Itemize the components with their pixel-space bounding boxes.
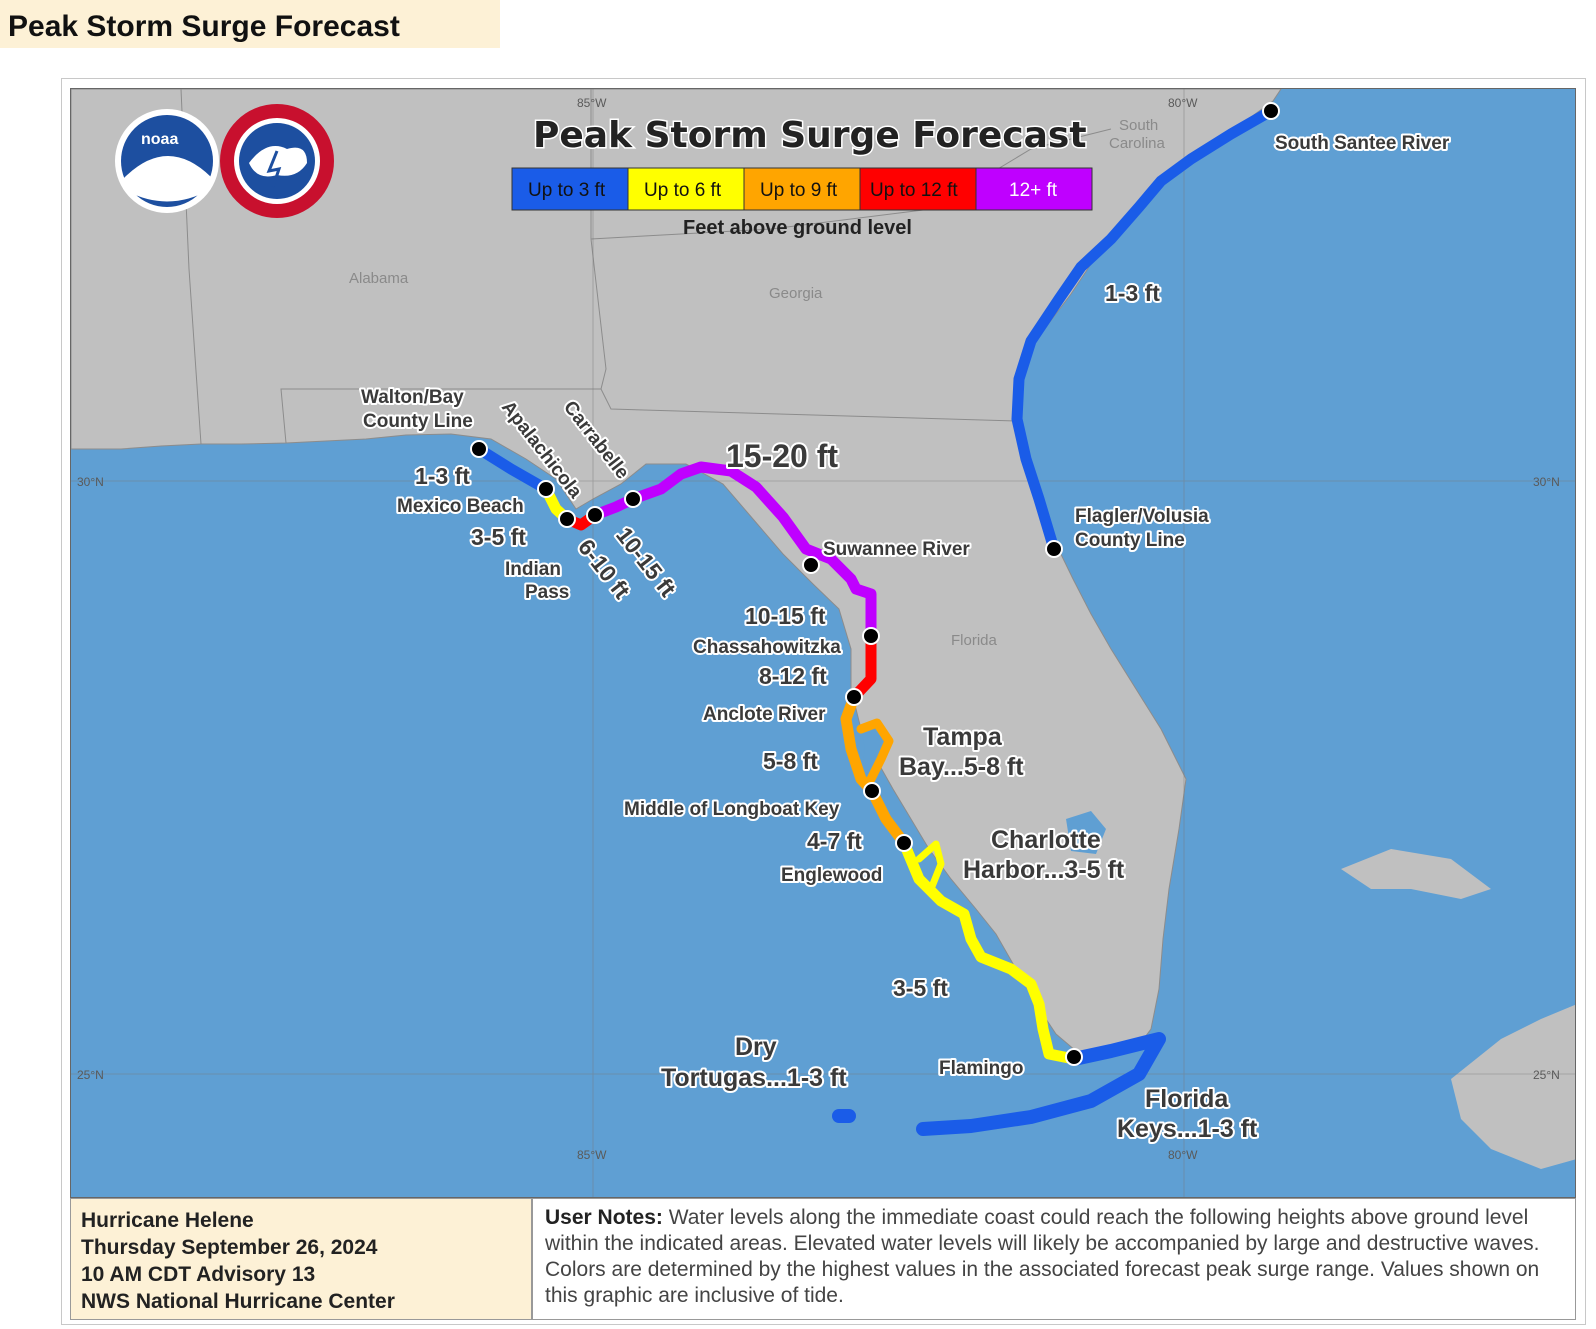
label-mexico-beach: Mexico Beach	[397, 496, 524, 517]
surge-east-coast-1-3ft	[1011, 105, 1277, 555]
page-header: Peak Storm Surge Forecast	[0, 0, 500, 48]
surge-label-east-coast: 1-3 ft	[1105, 280, 1160, 306]
grid-label-85w-top: 85°W	[577, 96, 607, 110]
point-apalachicola	[586, 506, 604, 524]
legend: Up to 3 ft Up to 6 ft Up to 9 ft Up to 1…	[511, 167, 1093, 239]
area-tortugas-2: Tortugas...1-3 ft	[661, 1064, 847, 1092]
advisory-date: Thursday September 26, 2024	[81, 1236, 378, 1259]
label-chassahowitzka: Chassahowitzka	[693, 637, 841, 658]
user-notes: User Notes: Water levels along the immed…	[532, 1198, 1576, 1320]
surge-label-mexico-indian: 3-5 ft	[471, 524, 526, 550]
point-mexico-beach	[537, 480, 555, 498]
label-flagler-2: County Line	[1075, 530, 1185, 551]
surge-tampa-bay	[856, 718, 894, 784]
label-flamingo: Flamingo	[939, 1058, 1023, 1079]
legend-cell-3	[859, 167, 977, 211]
surge-charlotte-harbor	[915, 840, 945, 893]
legend-cell-1	[627, 167, 745, 211]
state-label-south-carolina-1: South	[1119, 117, 1158, 134]
label-longboat: Middle of Longboat Key	[624, 799, 840, 820]
storm-info-box: Hurricane Helene Thursday September 26, …	[70, 1198, 532, 1320]
advisory-number: 10 AM CDT Advisory 13	[81, 1263, 316, 1286]
national-weather-service-logo	[220, 104, 334, 218]
point-flamingo	[1065, 1048, 1083, 1066]
state-label-south-carolina-2: Carolina	[1109, 135, 1166, 152]
grid-label-85w-bottom: 85°W	[577, 1148, 607, 1162]
point-indian-pass	[558, 510, 576, 528]
legend-label-4: 12+ ft	[1009, 180, 1058, 201]
label-walton-2: County Line	[363, 411, 473, 432]
legend-label-1: Up to 6 ft	[644, 180, 722, 201]
grid-label-80w-bottom: 80°W	[1168, 1148, 1198, 1162]
point-flagler	[1045, 540, 1063, 558]
page-heading: Peak Storm Surge Forecast	[8, 10, 400, 43]
point-longboat	[863, 782, 881, 800]
andros-land	[1341, 849, 1491, 899]
point-suwannee	[802, 556, 820, 574]
noaa-logo: noaa	[115, 109, 219, 213]
area-keys-2: Keys...1-3 ft	[1117, 1115, 1258, 1143]
surge-anclote-longboat	[840, 691, 878, 797]
surge-label-englewood-flamingo: 3-5 ft	[893, 975, 948, 1001]
point-chassahowitzka	[862, 627, 880, 645]
user-notes-label: User Notes:	[545, 1206, 663, 1229]
state-borders	[180, 89, 1112, 445]
state-label-georgia: Georgia	[769, 285, 823, 302]
label-suwannee: Suwannee River	[823, 539, 970, 560]
point-south-santee	[1262, 102, 1280, 120]
svg-text:noaa: noaa	[141, 131, 178, 148]
grid-label-25n-right: 25°N	[1533, 1068, 1560, 1082]
legend-cell-0	[511, 167, 629, 211]
area-tampa-2: Bay...5-8 ft	[899, 753, 1024, 781]
grid-label-30n-left: 30°N	[77, 475, 104, 489]
storm-name: Hurricane Helene	[81, 1209, 254, 1232]
surge-englewood-flamingo	[898, 837, 1080, 1065]
surge-longboat-englewood	[866, 785, 910, 849]
label-walton-1: Walton/Bay	[361, 387, 464, 408]
state-label-alabama: Alabama	[349, 270, 409, 287]
label-englewood: Englewood	[781, 865, 882, 886]
lake-okeechobee	[1066, 811, 1106, 854]
area-keys-1: Florida	[1145, 1085, 1229, 1113]
surge-label-anclote-longboat: 5-8 ft	[763, 748, 818, 774]
map-gridlines	[71, 89, 1575, 1197]
label-flagler-1: Flagler/Volusia	[1075, 506, 1209, 527]
area-tortugas-1: Dry	[735, 1033, 777, 1061]
user-notes-text: Water levels along the immediate coast c…	[545, 1206, 1540, 1307]
map-title: Peak Storm Surge Forecast	[533, 115, 1087, 156]
legend-label-3: Up to 12 ft	[870, 180, 958, 201]
label-indian-2: Pass	[525, 582, 569, 603]
grid-label-30n-right: 30°N	[1533, 475, 1560, 489]
surge-walton-mexico	[473, 443, 552, 495]
label-south-santee: South Santee River	[1275, 133, 1450, 154]
point-walton	[470, 440, 488, 458]
surge-big-bend	[627, 461, 877, 642]
legend-cell-4	[975, 167, 1093, 211]
point-carrabelle	[624, 490, 642, 508]
surge-florida-keys	[916, 1032, 1166, 1136]
legend-label-2: Up to 9 ft	[760, 180, 838, 201]
grid-label-80w-top: 80°W	[1168, 96, 1198, 110]
point-englewood	[895, 834, 913, 852]
state-label-florida: Florida	[951, 632, 998, 649]
area-tampa-1: Tampa	[923, 723, 1003, 751]
surge-label-chass-anclote: 8-12 ft	[759, 663, 827, 689]
area-charlotte-2: Harbor...3-5 ft	[963, 856, 1125, 884]
area-charlotte-1: Charlotte	[991, 826, 1101, 854]
surge-label-walton-mexico: 1-3 ft	[415, 463, 470, 489]
legend-label-0: Up to 3 ft	[528, 180, 606, 201]
label-indian-1: Indian	[505, 559, 561, 580]
legend-caption: Feet above ground level	[683, 217, 912, 239]
bahamas-land	[1451, 1004, 1575, 1169]
surge-map: 85°W 80°W 85°W 80°W 30°N 30°N 25°N 25°N …	[70, 88, 1576, 1198]
grid-label-25n-left: 25°N	[77, 1068, 104, 1082]
surge-label-big-bend: 15-20 ft	[726, 438, 838, 474]
surge-label-longboat-englewood: 4-7 ft	[807, 828, 862, 854]
surge-label-suwannee-chass: 10-15 ft	[745, 603, 826, 629]
issuing-center: NWS National Hurricane Center	[81, 1290, 395, 1313]
label-anclote: Anclote River	[703, 704, 826, 725]
point-anclote	[845, 688, 863, 706]
